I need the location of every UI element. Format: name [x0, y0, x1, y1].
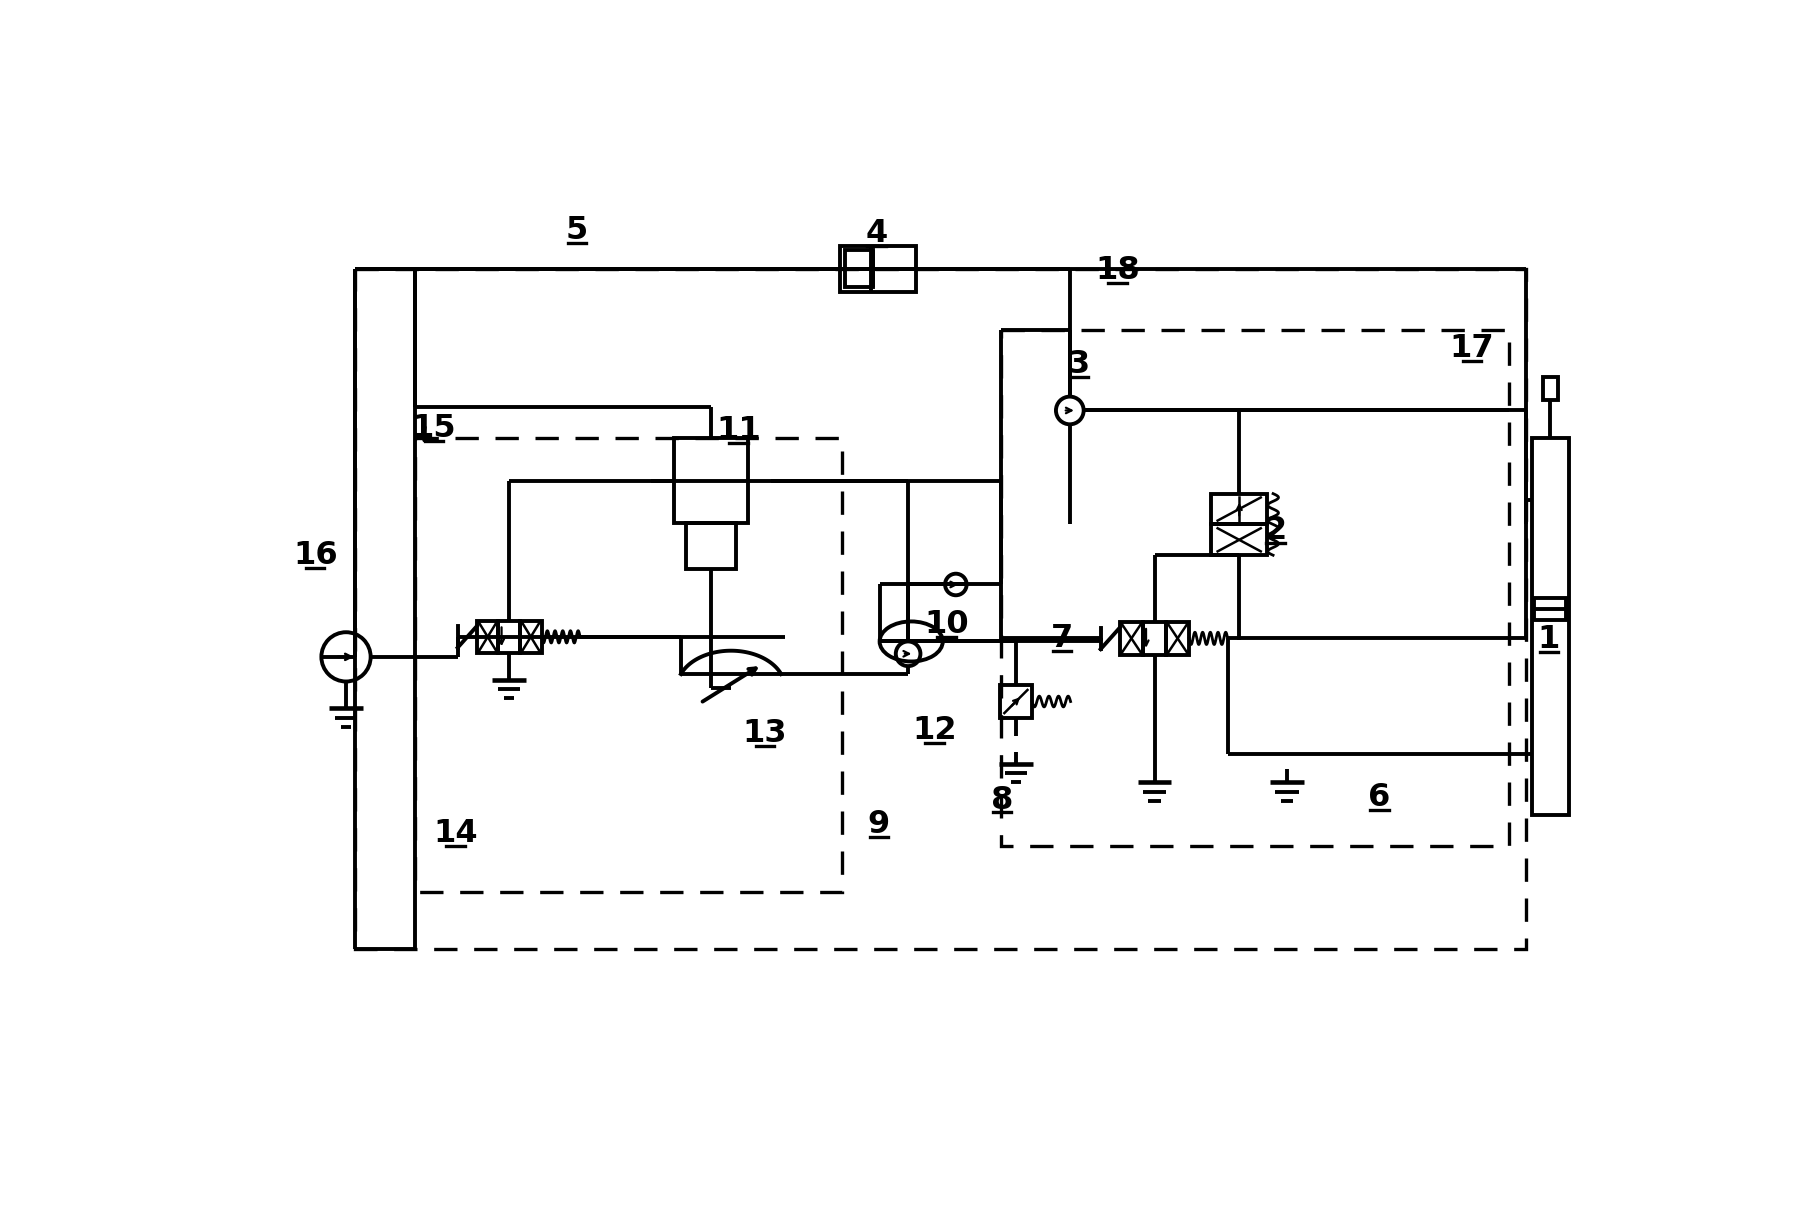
- Bar: [1212, 494, 1267, 525]
- Text: 1: 1: [1538, 624, 1560, 656]
- Bar: [841, 245, 915, 292]
- Text: 18: 18: [1096, 255, 1139, 286]
- Bar: [499, 620, 521, 653]
- Text: 11: 11: [717, 414, 761, 446]
- Bar: [1119, 623, 1143, 655]
- Text: 3: 3: [1068, 348, 1090, 380]
- Bar: [1532, 438, 1569, 815]
- Bar: [673, 438, 748, 522]
- Bar: [1543, 376, 1558, 400]
- Text: 10: 10: [925, 609, 968, 640]
- Bar: [355, 268, 1525, 949]
- Text: 17: 17: [1449, 333, 1494, 364]
- Text: 7: 7: [1050, 623, 1074, 653]
- Text: 9: 9: [868, 809, 890, 840]
- Bar: [1167, 623, 1188, 655]
- Text: 12: 12: [912, 715, 957, 747]
- Text: 14: 14: [433, 819, 477, 850]
- Bar: [1143, 623, 1167, 655]
- Text: 15: 15: [411, 413, 457, 445]
- Bar: [1534, 598, 1567, 620]
- Text: 4: 4: [866, 218, 888, 249]
- Text: 16: 16: [293, 539, 337, 571]
- Text: 2: 2: [1265, 515, 1287, 546]
- Bar: [415, 438, 843, 893]
- Text: 5: 5: [566, 215, 588, 245]
- Text: 6: 6: [1369, 782, 1390, 813]
- Bar: [477, 620, 499, 653]
- Bar: [1212, 525, 1267, 555]
- Bar: [521, 620, 542, 653]
- Bar: [1001, 330, 1509, 846]
- Bar: [686, 522, 735, 569]
- Bar: [999, 685, 1032, 717]
- Text: 8: 8: [990, 785, 1014, 815]
- Bar: [844, 250, 872, 287]
- Text: 13: 13: [743, 718, 786, 749]
